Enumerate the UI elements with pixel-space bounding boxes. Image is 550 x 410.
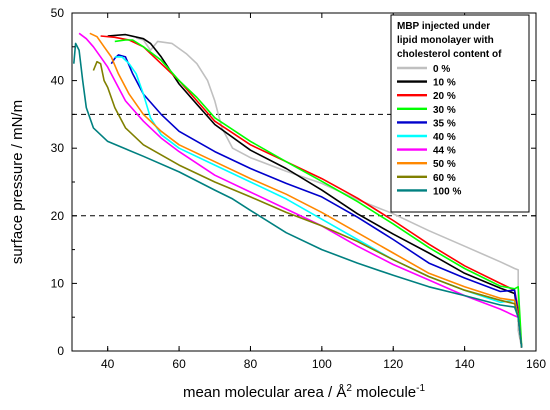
legend-label-9: 60 % <box>433 173 456 184</box>
y-tick-label: 10 <box>51 276 65 290</box>
series-line-9 <box>92 60 523 348</box>
y-tick-label: 40 <box>51 74 65 88</box>
series-line-10 <box>73 42 523 348</box>
y-axis-title: surface pressure / mN/m <box>9 100 26 264</box>
series-line-6 <box>114 56 523 348</box>
series-line-7 <box>78 32 523 348</box>
x-tick-label: 100 <box>312 357 332 371</box>
legend-title-line: lipid monolayer with <box>397 35 494 46</box>
y-tick-label: 50 <box>51 6 65 20</box>
series-line-4 <box>114 39 523 348</box>
x-tick-label: 80 <box>244 357 258 371</box>
x-tick-label: 60 <box>172 357 186 371</box>
y-tick-label: 30 <box>51 141 65 155</box>
x-axis-title-sup: 2 <box>346 383 352 394</box>
legend: MBP injected under lipid monolayer with ch… <box>390 14 530 213</box>
legend-label-8: 50 % <box>433 159 456 170</box>
series-line-8 <box>89 32 523 348</box>
series-line-2 <box>107 33 523 348</box>
legend-label-1: 0 % <box>433 64 450 75</box>
series-line-5 <box>110 54 523 348</box>
legend-label-10: 100 % <box>433 186 461 197</box>
series-line-1 <box>135 37 523 348</box>
legend-title-line: cholesterol content of <box>397 49 502 60</box>
x-tick-label: 40 <box>101 357 115 371</box>
legend-label-5: 35 % <box>433 118 456 129</box>
x-tick-label: 120 <box>383 357 403 371</box>
legend-label-7: 44 % <box>433 146 456 157</box>
legend-box <box>390 14 530 213</box>
legend-label-6: 40 % <box>433 132 456 143</box>
y-tick-label: 0 <box>57 344 64 358</box>
legend-title-line: MBP injected under <box>397 21 490 32</box>
legend-label-2: 10 % <box>433 78 456 89</box>
y-tick-label: 20 <box>51 209 65 223</box>
x-axis-title-sup2: -1 <box>416 383 425 394</box>
x-tick-label: 140 <box>455 357 475 371</box>
x-tick-label: 160 <box>526 357 546 371</box>
x-axis-title: mean molecular area / Å2 molecule-1 <box>183 383 426 401</box>
x-axis-title-mid: molecule <box>352 384 416 401</box>
axis-ticks: 40 60 80 100 120 140 160 0 10 20 30 40 50 <box>51 6 547 371</box>
legend-label-4: 30 % <box>433 105 456 116</box>
legend-label-3: 20 % <box>433 91 456 102</box>
plot-area <box>72 32 536 348</box>
x-axis-title-main: mean molecular area / Å <box>183 384 346 401</box>
